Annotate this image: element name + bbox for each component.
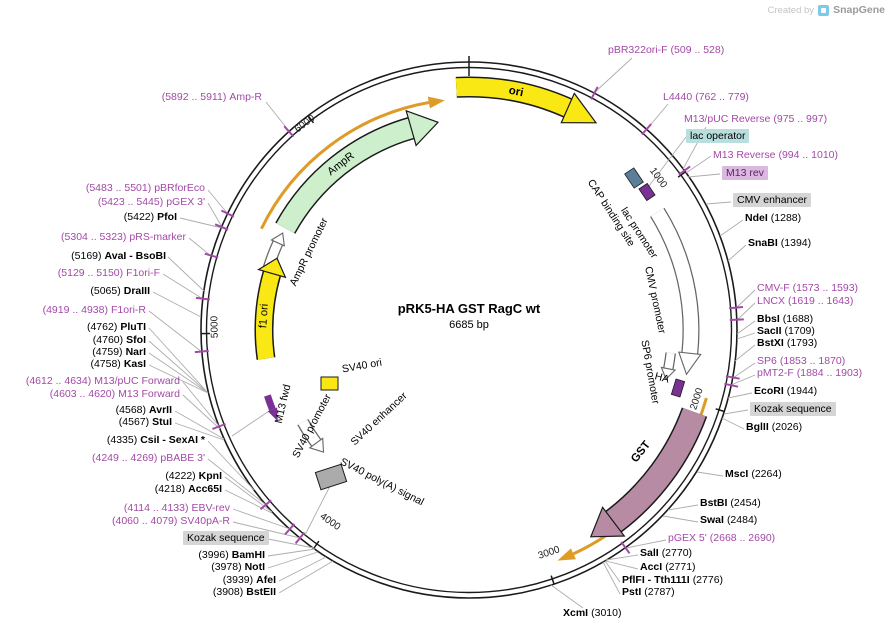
enzyme-label[interactable]: (4758) KasI <box>90 358 146 370</box>
enzyme-label[interactable]: PflFI - Tth111I (2776) <box>622 574 724 586</box>
plasmid-size: 6685 bp <box>449 319 489 331</box>
f1-ori-feature-arrow[interactable] <box>254 257 287 360</box>
primer-label[interactable]: (5129 .. 5150) F1ori-F <box>57 267 160 279</box>
credit-brand: SnapGene <box>833 4 885 16</box>
enzyme-label[interactable]: (4759) NarI <box>92 346 146 358</box>
cmv-enhancer-label[interactable]: CMV enhancer <box>733 193 812 207</box>
primer-label[interactable]: (4249 .. 4269) pBABE 3' <box>91 452 205 464</box>
primer-label[interactable]: L4440 (762 .. 779) <box>663 91 749 103</box>
enzyme-label[interactable]: XcmI (3010) <box>563 607 622 619</box>
enzyme-label[interactable]: (4222) KpnI <box>165 470 222 482</box>
primer-label[interactable]: (4060 .. 4079) SV40pA-R <box>112 515 230 527</box>
enzyme-label[interactable]: BstBI (2454) <box>700 497 761 509</box>
enzyme-label[interactable]: BglII (2026) <box>746 421 803 433</box>
sv40-polya-box[interactable] <box>314 463 348 491</box>
orf-arc-ampr[interactable] <box>260 96 445 230</box>
lac-operator-label[interactable]: lac operator <box>686 129 750 143</box>
enzyme-label[interactable]: (4762) PluTI <box>86 321 146 333</box>
enzyme-label[interactable]: BbsI (1688) <box>757 313 814 325</box>
primer-label[interactable]: pBR322ori-F (509 .. 528) <box>608 44 725 56</box>
kozak-sequence-label[interactable]: Kozak sequence <box>750 402 836 416</box>
enzyme-label[interactable]: (5065) DraIII <box>90 285 150 297</box>
enzyme-label[interactable]: (3939) AfeI <box>222 574 276 586</box>
enzyme-label[interactable]: (5422) PfoI <box>123 211 177 223</box>
enzyme-label[interactable]: SwaI (2484) <box>700 514 758 526</box>
primer-label[interactable]: (4612 .. 4634) M13/pUC Forward <box>25 375 180 387</box>
primer-label[interactable]: (4919 .. 4938) F1ori-R <box>42 304 146 316</box>
enzyme-label[interactable]: MscI (2264) <box>725 468 782 480</box>
sv40-ori-box[interactable] <box>320 376 339 391</box>
enzyme-label[interactable]: EcoRI (1944) <box>754 385 818 397</box>
enzyme-label[interactable]: SacII (1709) <box>757 325 815 337</box>
cap-binding-site-box[interactable] <box>624 167 644 189</box>
primer-label[interactable]: CMV-F (1573 .. 1593) <box>757 282 859 294</box>
ampr-feature-arrow[interactable] <box>275 109 440 234</box>
enzyme-label[interactable]: (4335) CsiI - SexAI * <box>106 434 205 446</box>
enzyme-label[interactable]: (5169) AvaI - BsoBI <box>71 250 166 262</box>
primer-label[interactable]: pGEX 5' (2668 .. 2690) <box>668 532 776 544</box>
enzyme-label[interactable]: AccI (2771) <box>640 561 696 573</box>
enzyme-label[interactable]: SnaBI (1394) <box>748 237 812 249</box>
snapgene-credit: Created by SnapGene <box>768 4 885 16</box>
kozak-sequence-label[interactable]: Kozak sequence <box>183 531 269 545</box>
ori-feature-arrow[interactable] <box>455 76 598 124</box>
primer-label[interactable]: (5304 .. 5323) pRS-marker <box>61 231 186 243</box>
feature-label-ori[interactable]: ori <box>507 84 525 100</box>
primer-label[interactable]: (5423 .. 5445) pGEX 3' <box>97 196 205 208</box>
scale-tick-5000: 5000 <box>209 315 221 339</box>
primer-label[interactable]: (4114 .. 4133) EBV-rev <box>123 502 230 514</box>
primer-label[interactable]: (5483 .. 5501) pBRforEco <box>85 182 205 194</box>
enzyme-label[interactable]: PstI (2787) <box>622 586 675 598</box>
primer-label[interactable]: (4603 .. 4620) M13 Forward <box>49 388 180 400</box>
leader-lines <box>148 57 756 609</box>
enzyme-label[interactable]: BstXI (1793) <box>757 337 818 349</box>
enzyme-label[interactable]: (4568) AvrII <box>115 404 172 416</box>
enzyme-label[interactable]: SalI (2770) <box>640 547 693 559</box>
ha-tag-box[interactable] <box>670 378 686 398</box>
m13-fwd-primer-arrow[interactable] <box>264 394 278 422</box>
primer-label[interactable]: (5892 .. 5911) Amp-R <box>161 91 262 103</box>
feature-label-f1-ori[interactable]: f1 ori <box>257 303 271 329</box>
gst-feature-arrow[interactable] <box>589 407 708 538</box>
sv40-promoter-arrow[interactable] <box>297 418 325 453</box>
enzyme-label[interactable]: (3908) BstEII <box>212 586 276 598</box>
lac-operator-box[interactable] <box>638 182 656 202</box>
enzyme-label[interactable]: (4567) StuI <box>118 416 172 428</box>
primer-label[interactable]: SP6 (1853 .. 1870) <box>757 355 846 367</box>
primer-label[interactable]: LNCX (1619 .. 1643) <box>757 295 854 307</box>
enzyme-label[interactable]: (4218) Acc65I <box>154 483 222 495</box>
enzyme-label[interactable]: (4760) SfoI <box>92 334 146 346</box>
enzyme-label[interactable]: NdeI (1288) <box>745 212 802 224</box>
scale-ticks <box>200 56 725 585</box>
enzyme-label[interactable]: (3996) BamHI <box>198 549 265 561</box>
m13-rev-label[interactable]: M13 rev <box>722 166 768 180</box>
primer-label[interactable]: M13/pUC Reverse (975 .. 997) <box>684 113 828 125</box>
enzyme-label[interactable]: (3978) NotI <box>211 561 265 573</box>
plasmid-name: pRK5-HA GST RagC wt <box>397 301 541 316</box>
primer-label[interactable]: M13 Reverse (994 .. 1010) <box>713 149 838 161</box>
sp6-promoter-arrow[interactable] <box>660 352 677 381</box>
primer-label[interactable]: pMT2-F (1884 .. 1903) <box>757 367 863 379</box>
credit-prefix: Created by <box>767 4 815 16</box>
primer-site-ticks[interactable] <box>194 86 744 554</box>
snapgene-logo-icon <box>818 4 830 16</box>
cmv-promoter-arrow[interactable] <box>650 207 702 376</box>
